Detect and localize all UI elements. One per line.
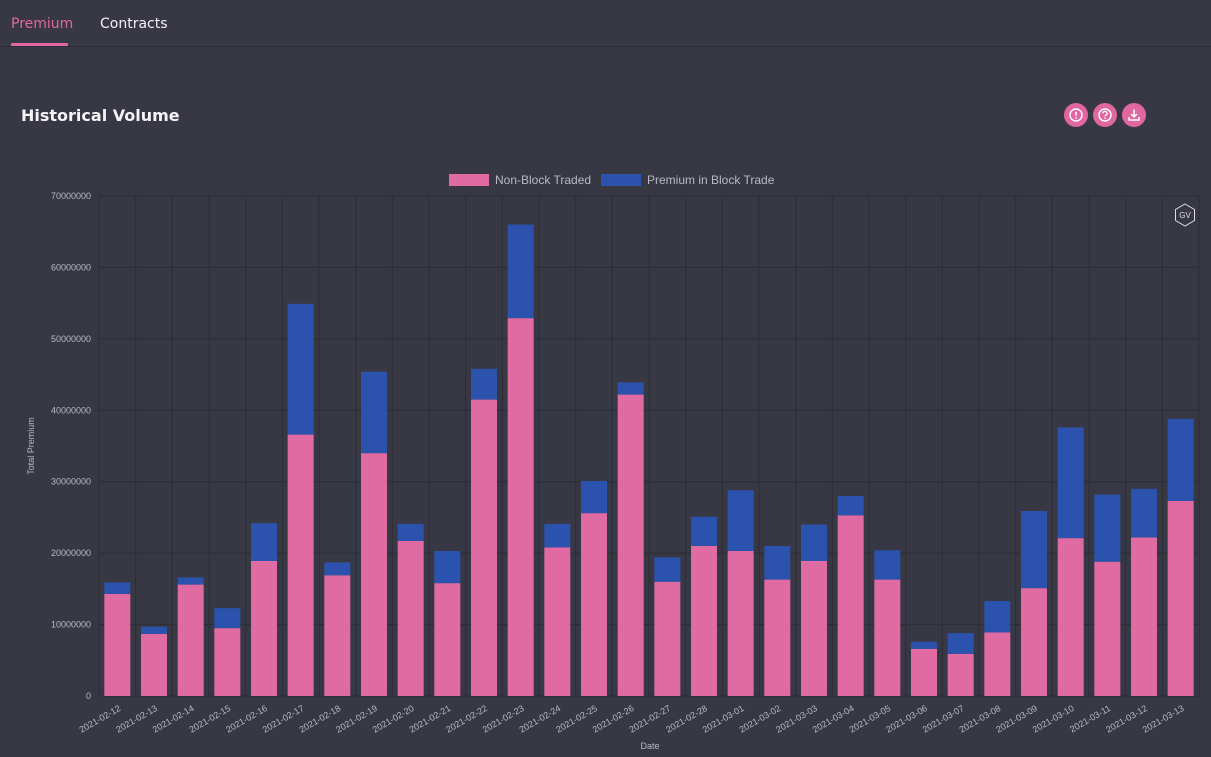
bar-non-block[interactable] [911, 648, 937, 696]
bar-non-block[interactable] [617, 394, 644, 696]
bar-block-trade[interactable] [911, 641, 937, 649]
bar-non-block[interactable] [544, 547, 571, 696]
help-button[interactable] [1093, 103, 1117, 127]
bar-non-block[interactable] [764, 579, 791, 696]
bar-non-block[interactable] [214, 628, 241, 696]
bar-non-block[interactable] [581, 513, 607, 696]
y-tick-label: 70000000 [51, 191, 91, 201]
y-tick-label: 50000000 [51, 334, 91, 344]
bar-block-trade[interactable] [727, 490, 754, 551]
x-axis-ticks: 2021-02-122021-02-132021-02-142021-02-15… [77, 703, 1185, 735]
bar-block-trade[interactable] [654, 557, 681, 582]
bar-non-block[interactable] [324, 575, 351, 696]
bar-non-block[interactable] [141, 633, 167, 696]
watermark-text: GV [1179, 211, 1191, 220]
y-tick-label: 20000000 [51, 548, 91, 558]
chart-legend: Non-Block Traded Premium in Block Trade [449, 173, 775, 187]
bar-block-trade[interactable] [141, 626, 167, 634]
bar-non-block[interactable] [1131, 537, 1157, 696]
bar-block-trade[interactable] [801, 524, 827, 561]
bar-non-block[interactable] [727, 551, 754, 696]
x-tick-label: 2021-03-10 [1031, 703, 1076, 735]
bar-block-trade[interactable] [397, 523, 424, 541]
bar-non-block[interactable] [177, 584, 204, 696]
y-tick-label: 30000000 [51, 477, 91, 487]
x-axis-label: Date [640, 741, 659, 751]
bar-non-block[interactable] [801, 561, 827, 696]
bar-block-trade[interactable] [764, 546, 791, 580]
bar-non-block[interactable] [1021, 588, 1047, 696]
y-tick-label: 60000000 [51, 262, 91, 272]
bar-block-trade[interactable] [324, 562, 351, 576]
bar-block-trade[interactable] [434, 551, 461, 584]
bar-block-trade[interactable] [361, 371, 387, 454]
bar-non-block[interactable] [984, 632, 1011, 696]
download-icon [1128, 109, 1140, 121]
bar-non-block[interactable] [947, 653, 974, 696]
help-icon [1098, 108, 1112, 122]
bar-non-block[interactable] [1167, 501, 1194, 696]
alert-icon [1069, 108, 1083, 122]
x-tick-label: 2021-03-13 [1141, 703, 1186, 735]
y-tick-label: 0 [86, 691, 91, 701]
bar-block-trade[interactable] [1131, 488, 1157, 538]
y-axis-label: Total Premium [26, 417, 36, 475]
alert-button[interactable] [1064, 103, 1088, 127]
y-tick-label: 40000000 [51, 405, 91, 415]
bar-block-trade[interactable] [1057, 427, 1084, 539]
watermark-badge: GV [1175, 203, 1195, 227]
tab-premium[interactable]: Premium [11, 16, 74, 32]
bar-block-trade[interactable] [837, 496, 864, 516]
y-axis-ticks: 0 10000000 20000000 30000000 40000000 5000000… [51, 191, 91, 701]
bar-non-block[interactable] [471, 399, 497, 696]
bar-block-trade[interactable] [287, 303, 314, 435]
legend-label[interactable]: Premium in Block Trade [647, 173, 775, 187]
bar-block-trade[interactable] [581, 481, 607, 514]
bar-block-trade[interactable] [104, 582, 131, 594]
bar-non-block[interactable] [434, 583, 461, 696]
bar-block-trade[interactable] [251, 523, 277, 561]
bar-block-trade[interactable] [1021, 511, 1047, 589]
bar-non-block[interactable] [837, 515, 864, 696]
legend-swatch[interactable] [449, 174, 489, 186]
bar-block-trade[interactable] [177, 577, 204, 585]
bar-non-block[interactable] [507, 318, 534, 696]
bar-non-block[interactable] [654, 581, 681, 696]
bar-non-block[interactable] [287, 434, 314, 696]
bar-non-block[interactable] [691, 546, 717, 696]
bar-block-trade[interactable] [214, 608, 241, 629]
bar-non-block[interactable] [1094, 561, 1121, 696]
download-button[interactable] [1122, 103, 1146, 127]
bar-block-trade[interactable] [1094, 494, 1121, 562]
bar-non-block[interactable] [874, 579, 901, 696]
legend-label[interactable]: Non-Block Traded [495, 173, 591, 187]
bar-non-block[interactable] [1057, 538, 1084, 696]
bar-block-trade[interactable] [544, 523, 571, 548]
bar-block-trade[interactable] [507, 224, 534, 319]
y-tick-label: 10000000 [51, 620, 91, 630]
panel-title: Historical Volume [21, 106, 180, 125]
bar-block-trade[interactable] [874, 550, 901, 580]
tab-bar: Premium Contracts [0, 0, 1211, 47]
bar-block-trade[interactable] [617, 382, 644, 395]
bar-non-block[interactable] [251, 561, 277, 696]
chart-grid [98, 195, 1200, 697]
legend-swatch[interactable] [601, 174, 641, 186]
bar-block-trade[interactable] [471, 368, 497, 400]
bar-block-trade[interactable] [984, 601, 1011, 633]
bar-non-block[interactable] [361, 453, 387, 696]
tab-contracts[interactable]: Contracts [100, 16, 168, 32]
active-tab-indicator [11, 43, 68, 46]
historical-volume-chart: 0 10000000 20000000 30000000 40000000 5000000… [26, 173, 1200, 751]
bar-block-trade[interactable] [947, 633, 974, 654]
bar-block-trade[interactable] [691, 516, 717, 546]
bar-non-block[interactable] [397, 541, 424, 696]
chart-bars [104, 224, 1194, 696]
bar-block-trade[interactable] [1167, 418, 1194, 501]
bar-non-block[interactable] [104, 593, 131, 696]
